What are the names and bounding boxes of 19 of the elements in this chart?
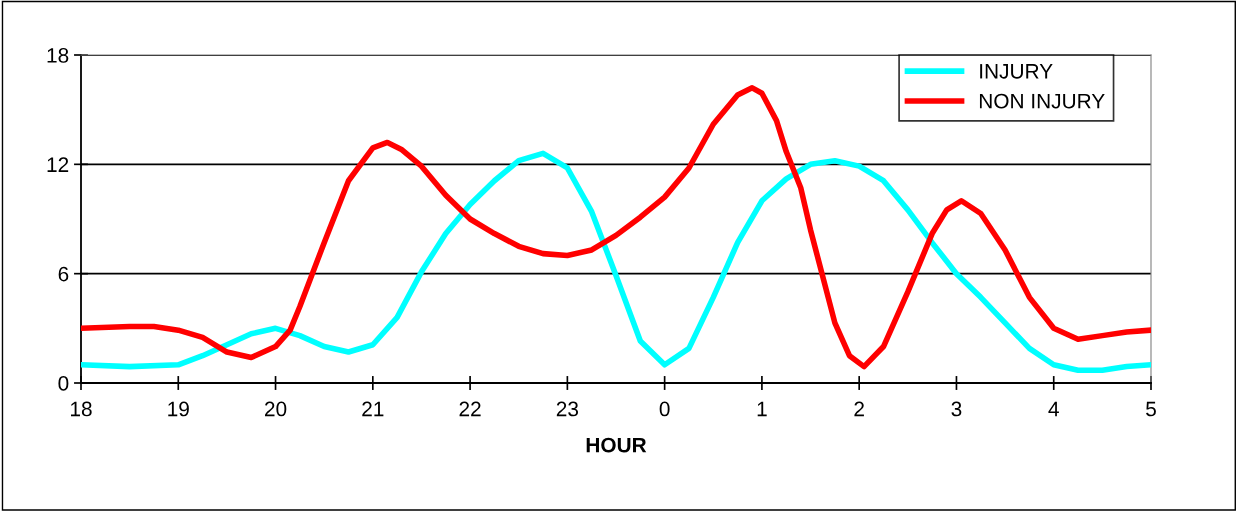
y-tick-label: 12	[47, 157, 69, 172]
x-tick-label: 18	[71, 401, 92, 417]
x-axis-title: HOUR	[586, 437, 647, 453]
x-tick-label: 1	[757, 401, 767, 417]
x-tick-label: 0	[659, 401, 670, 417]
x-tick-label: 4	[1048, 401, 1059, 417]
x-tick-label: 20	[265, 401, 287, 417]
x-tick-label: 23	[556, 401, 579, 417]
x-tick-label: 3	[951, 401, 962, 417]
y-tick-label: 6	[58, 266, 69, 282]
y-tick-label: 0	[58, 376, 69, 391]
x-tick-label: 2	[854, 401, 864, 417]
x-tick-label: 19	[168, 401, 189, 417]
x-tick-label: 22	[459, 401, 481, 417]
legend-label: INJURY	[980, 64, 1053, 79]
x-tick-label: 5	[1146, 401, 1156, 417]
x-tick-label: 21	[362, 401, 384, 417]
y-tick-label: 18	[47, 48, 69, 63]
legend-label: NON INJURY	[979, 93, 1105, 109]
